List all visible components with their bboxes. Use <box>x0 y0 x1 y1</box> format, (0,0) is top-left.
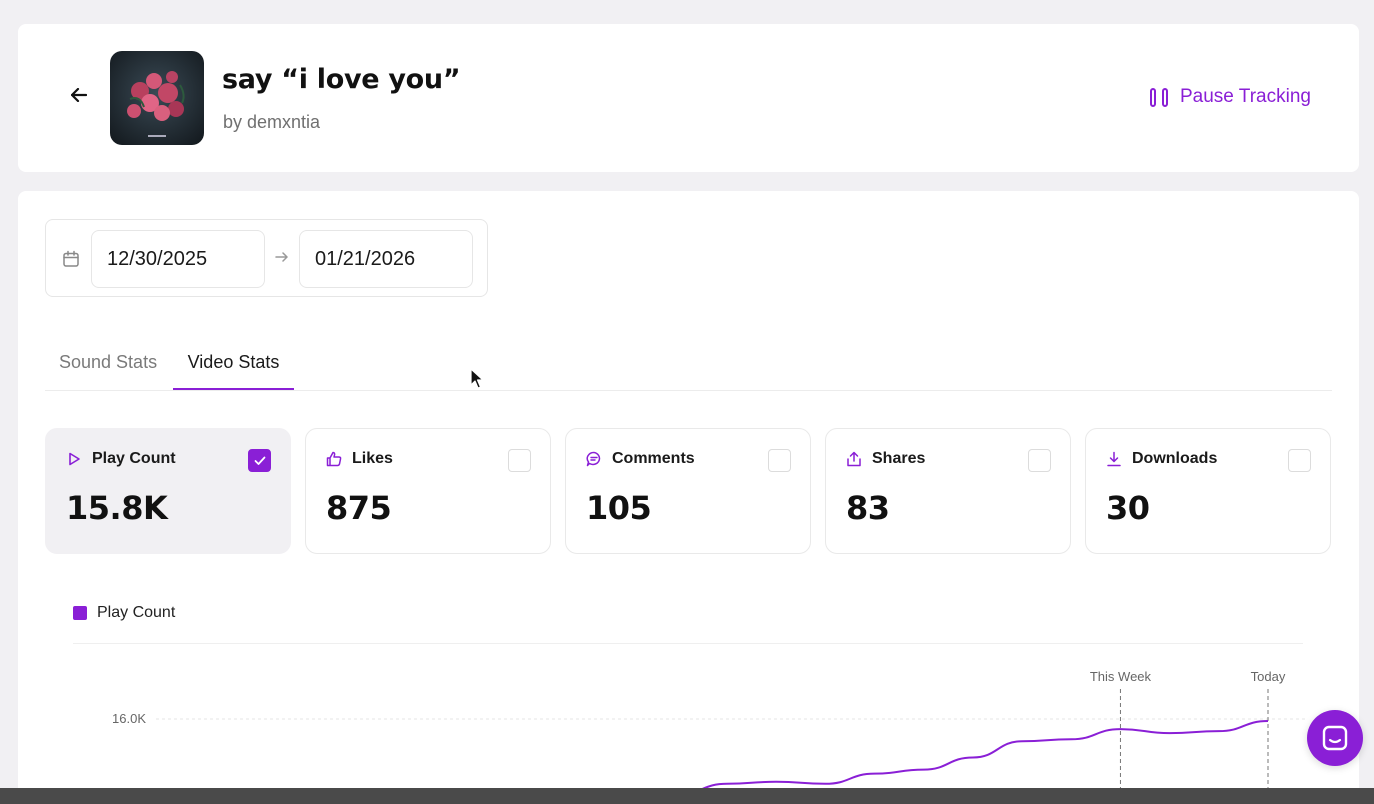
stat-checkbox[interactable] <box>508 449 531 472</box>
stat-checkbox[interactable] <box>1288 449 1311 472</box>
stats-tabs: Sound Stats Video Stats <box>45 341 1332 391</box>
stats-main-card: 12/30/2025 01/21/2026 Sound Stats Video … <box>18 191 1359 804</box>
y-tick-label: 16.0K <box>112 711 146 726</box>
download-icon <box>1106 451 1122 467</box>
arrow-left-icon <box>71 88 87 102</box>
stat-label: Downloads <box>1132 450 1218 467</box>
stat-label: Likes <box>352 450 393 467</box>
start-date-input[interactable]: 12/30/2025 <box>91 230 265 288</box>
checkmark-icon <box>254 456 265 465</box>
share-icon <box>846 451 862 467</box>
stat-value: 30 <box>1106 489 1150 527</box>
track-header-card: say “i love you” by demxntia Pause Track… <box>18 24 1359 172</box>
song-artist: by demxntia <box>223 112 321 132</box>
stat-value: 15.8K <box>66 489 168 527</box>
chart-legend: Play Count <box>73 604 175 622</box>
mouse-cursor <box>470 368 484 395</box>
date-range-picker: 12/30/2025 01/21/2026 <box>45 219 488 297</box>
stat-value: 105 <box>586 489 652 527</box>
stat-card-downloads[interactable]: Downloads 30 <box>1085 428 1331 554</box>
stat-card-likes[interactable]: Likes 875 <box>305 428 551 554</box>
stat-label: Shares <box>872 450 926 467</box>
calendar-icon <box>63 250 79 267</box>
stat-value: 875 <box>326 489 392 527</box>
thumbs-up-icon <box>326 451 342 467</box>
pause-icon <box>1150 87 1168 107</box>
stat-label: Comments <box>612 450 695 467</box>
annotation-label: This Week <box>1090 669 1152 684</box>
stat-label: Play Count <box>92 450 176 467</box>
pause-tracking-label: Pause Tracking <box>1180 86 1311 107</box>
stat-checkbox[interactable] <box>1028 449 1051 472</box>
series-line-play-count <box>693 720 1269 791</box>
bottom-bar <box>0 788 1374 804</box>
comment-icon <box>586 451 602 467</box>
stat-checkbox[interactable] <box>248 449 271 472</box>
chat-icon <box>1322 725 1348 751</box>
pause-tracking-button[interactable]: Pause Tracking <box>1150 86 1311 108</box>
play-icon <box>66 451 82 467</box>
stat-card-comments[interactable]: Comments 105 <box>565 428 811 554</box>
song-title: say “i love you” <box>222 64 461 95</box>
support-chat-button[interactable] <box>1307 710 1363 766</box>
tab-video-stats[interactable]: Video Stats <box>173 341 294 390</box>
legend-label: Play Count <box>97 604 176 621</box>
album-art <box>110 51 204 145</box>
tab-sound-stats[interactable]: Sound Stats <box>59 352 158 372</box>
stat-card-play-count[interactable]: Play Count 15.8K <box>45 428 291 554</box>
back-button[interactable] <box>68 84 90 106</box>
annotation-label: Today <box>1251 669 1286 684</box>
arrow-right-icon <box>275 250 289 268</box>
legend-divider <box>73 643 1303 644</box>
stat-card-shares[interactable]: Shares 83 <box>825 428 1071 554</box>
stat-value: 83 <box>846 489 890 527</box>
end-date-input[interactable]: 01/21/2026 <box>299 230 473 288</box>
stat-checkbox[interactable] <box>768 449 791 472</box>
legend-swatch <box>73 606 87 620</box>
